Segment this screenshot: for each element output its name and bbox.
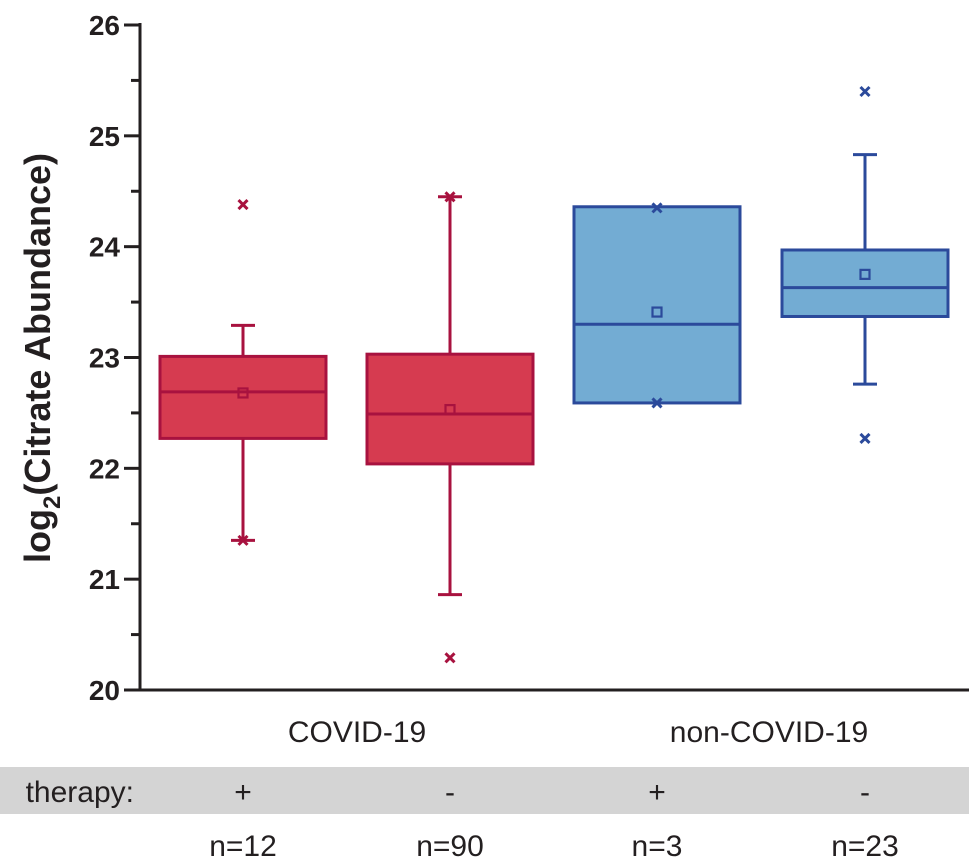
outlier-stroke <box>651 397 663 409</box>
outlier-stroke <box>237 534 249 546</box>
y-tick-label: 21 <box>89 564 120 595</box>
therapy-sign: - <box>445 776 455 809</box>
n-label: n=12 <box>209 830 277 863</box>
outlier-marker <box>859 432 871 444</box>
therapy-row-band <box>0 767 969 814</box>
outlier-marker <box>237 534 249 546</box>
y-tick-label: 26 <box>89 10 120 41</box>
outlier-stroke <box>651 202 663 214</box>
outlier-stroke <box>237 198 249 211</box>
box-iqr <box>780 248 950 318</box>
outlier-marker <box>651 397 663 409</box>
box-iqr <box>572 205 742 405</box>
box-iqr <box>365 352 535 466</box>
box-4 <box>780 85 950 444</box>
outlier-stroke <box>859 432 871 444</box>
y-tick-label: 25 <box>89 121 120 152</box>
y-axis: 20 21 22 23 24 25 26 <box>89 10 969 706</box>
box-plot-area <box>158 85 950 664</box>
outlier-marker <box>444 191 456 203</box>
outlier-stroke <box>444 191 456 203</box>
y-tick-label: 20 <box>89 675 120 706</box>
group-label-noncovid: non-COVID-19 <box>670 716 868 749</box>
group-label-covid: COVID-19 <box>288 716 426 749</box>
box-2 <box>365 191 535 664</box>
outlier-marker <box>651 202 663 214</box>
y-axis-label-rest: (Citrate Abundance) <box>17 153 58 496</box>
outlier-marker <box>237 198 249 211</box>
therapy-sign: - <box>860 776 870 809</box>
mean-marker <box>444 403 456 416</box>
therapy-sign: + <box>648 776 666 809</box>
n-label: n=3 <box>632 830 683 863</box>
outlier-stroke <box>859 85 871 98</box>
therapy-sign: + <box>234 776 252 809</box>
box-3 <box>572 202 742 409</box>
n-label: n=90 <box>416 830 484 863</box>
therapy-row-label: therapy: <box>26 776 134 809</box>
n-label: n=23 <box>831 830 899 863</box>
sample-size-labels: n=12 n=90 n=3 n=23 <box>209 830 899 863</box>
y-tick-label: 23 <box>89 343 120 374</box>
therapy-signs: + - + - <box>234 776 870 809</box>
mean-marker <box>237 387 249 399</box>
y-axis-label-main: log <box>17 509 58 563</box>
y-tick-label: 22 <box>89 453 120 484</box>
outlier-stroke <box>444 652 456 664</box>
outlier-marker <box>859 85 871 98</box>
y-axis-label: log2(Citrate Abundance) <box>17 153 66 563</box>
mean-marker <box>651 306 663 318</box>
outlier-marker <box>444 652 456 664</box>
box-1 <box>158 198 328 546</box>
y-tick-label: 24 <box>89 232 121 263</box>
mean-marker <box>859 268 871 280</box>
y-axis-label-sub: 2 <box>39 496 66 509</box>
